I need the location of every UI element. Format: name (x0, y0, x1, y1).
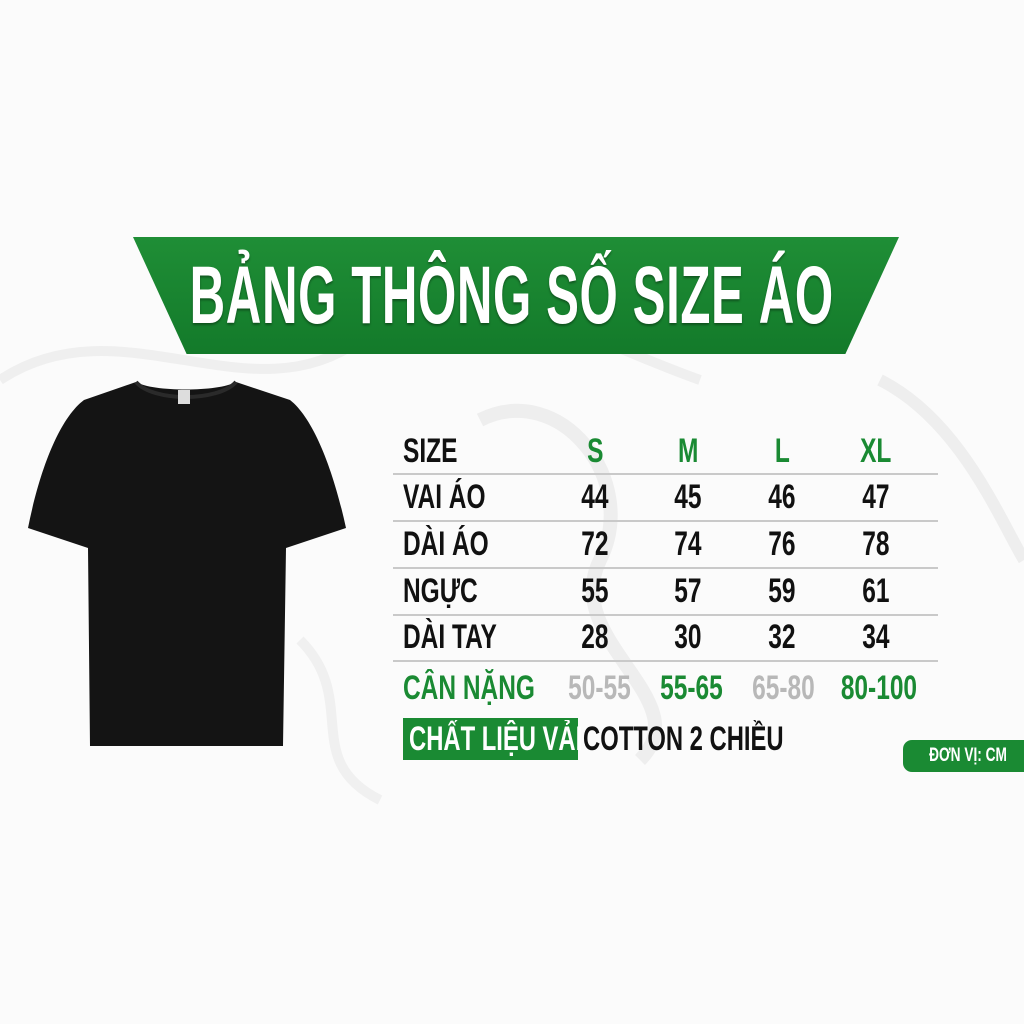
row-value: 47 (831, 477, 921, 517)
weight-value-text: 50-55 (567, 669, 631, 707)
material-label-text: CHẤT LIỆU VẢI (409, 720, 583, 758)
row-value: 28 (550, 617, 640, 657)
weight-value: 50-55 (549, 668, 649, 708)
row-value-text: 61 (862, 572, 890, 610)
row-value-text: 57 (674, 572, 702, 610)
row-value: 45 (643, 477, 733, 517)
row-value-text: 78 (862, 525, 890, 563)
size-header-l: L (737, 431, 827, 471)
row-divider (393, 660, 938, 662)
row-value: 32 (737, 617, 827, 657)
row-divider (393, 473, 938, 475)
row-value-text: 34 (862, 618, 890, 656)
row-value: 59 (737, 571, 827, 611)
size-header-xl-text: XL (860, 432, 892, 470)
row-label: DÀI ÁO (403, 524, 522, 564)
row-value-text: 74 (674, 525, 702, 563)
size-header-s-text: S (586, 432, 604, 470)
title-text: BẢNG THÔNG SỐ SIZE ÁO (189, 249, 835, 341)
size-header-xl: XL (831, 431, 921, 471)
row-label-text: VAI ÁO (403, 478, 486, 516)
row-value-text: 32 (768, 618, 796, 656)
row-label-text: DÀI ÁO (403, 525, 489, 563)
row-value: 46 (737, 477, 827, 517)
row-value: 57 (643, 571, 733, 611)
row-value: 72 (550, 524, 640, 564)
size-header-s: S (550, 431, 640, 471)
row-label-text: DÀI TAY (403, 618, 497, 656)
unit-badge: ĐƠN VỊ: CM (903, 740, 1024, 772)
row-value: 61 (831, 571, 921, 611)
row-value-text: 28 (581, 618, 609, 656)
weight-label-text: CÂN NẶNG (403, 669, 535, 707)
row-value: 74 (643, 524, 733, 564)
row-divider (393, 520, 938, 522)
row-value: 76 (737, 524, 827, 564)
weight-value-text: 55-65 (659, 669, 723, 707)
row-value-text: 76 (768, 525, 796, 563)
row-value-text: 59 (768, 572, 796, 610)
title-banner (133, 237, 899, 354)
row-divider (393, 614, 938, 616)
weight-value: 80-100 (826, 668, 926, 708)
size-header-m: M (643, 431, 733, 471)
size-header-l-text: L (774, 432, 790, 470)
row-label: NGỰC (403, 571, 507, 611)
size-header-label: SIZE (403, 431, 479, 471)
row-value-text: 30 (674, 618, 702, 656)
page-title: BẢNG THÔNG SỐ SIZE ÁO (0, 237, 1024, 354)
weight-label: CÂN NẶNG (403, 668, 586, 708)
row-value-text: 45 (674, 478, 702, 516)
material-label: CHẤT LIỆU VẢI (409, 718, 656, 760)
weight-value-text: 80-100 (840, 669, 918, 707)
unit-text: ĐƠN VỊ: CM (929, 745, 1007, 766)
row-value-text: 44 (581, 478, 609, 516)
material-label-box (403, 718, 578, 760)
row-value: 34 (831, 617, 921, 657)
size-header-label-text: SIZE (403, 432, 458, 470)
row-value: 30 (643, 617, 733, 657)
row-value-text: 72 (581, 525, 609, 563)
row-value-text: 47 (862, 478, 890, 516)
row-label: VAI ÁO (403, 477, 518, 517)
row-label-text: NGỰC (403, 572, 478, 610)
size-header-m-text: M (677, 432, 699, 470)
row-value: 44 (550, 477, 640, 517)
material-value: COTTON 2 CHIỀU (583, 718, 870, 760)
row-divider (393, 567, 938, 569)
material-value-text: COTTON 2 CHIỀU (583, 720, 784, 758)
row-label: DÀI TAY (403, 617, 533, 657)
row-value-text: 46 (768, 478, 796, 516)
weight-value: 55-65 (641, 668, 741, 708)
row-value: 55 (550, 571, 640, 611)
weight-value-text: 65-80 (751, 669, 815, 707)
row-value: 78 (831, 524, 921, 564)
row-value-text: 55 (581, 572, 609, 610)
weight-value: 65-80 (733, 668, 833, 708)
black-tshirt-image (28, 380, 346, 746)
